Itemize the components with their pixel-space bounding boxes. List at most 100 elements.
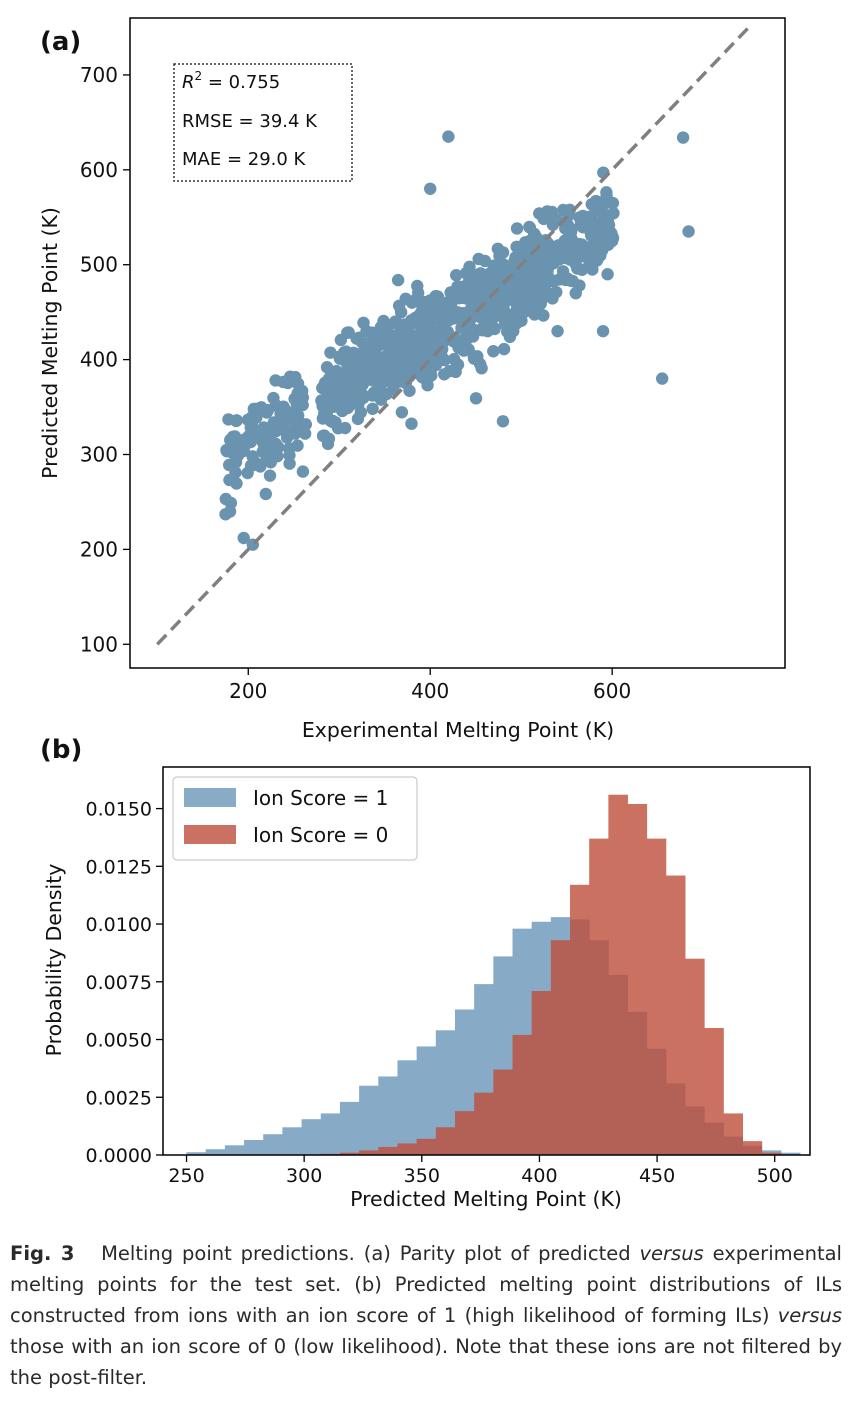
scatter-point [459,267,473,280]
histogram-bar [435,1030,456,1155]
scatter-point [552,239,565,252]
panel-a-ticks: 200 400 600 100 200 300 400 500 600 700 [80,63,631,703]
scatter-point [524,239,537,252]
figure: (a) 200 400 600 100 200 300 400 500 600 700 R2 = … [38,17,811,1211]
scatter-point [329,416,342,429]
scatter-point [255,401,268,414]
scatter-point [341,326,354,339]
scatter-point [354,359,368,372]
scatter-point [435,320,449,333]
y-tick-label: 0.0050 [86,1030,152,1052]
panel-b-histogram-bars [186,794,801,1155]
scatter-point [557,203,570,217]
y-tick-label: 100 [80,632,118,656]
scatter-point [259,487,272,501]
histogram-bar [244,1139,264,1155]
histogram-bar [550,940,571,1155]
scatter-point [356,378,369,392]
legend-label-ion-score-1: Ion Score = 1 [253,786,388,810]
scatter-point [419,307,432,320]
scatter-point [471,350,484,363]
caption-text-3: those with an ion score of 0 (low likeli… [10,1335,842,1389]
y-tick-label: 500 [80,253,118,277]
scatter-point [366,402,379,415]
y-tick-label: 400 [80,348,118,372]
scatter-point [370,374,384,388]
scatter-point [682,225,695,238]
scatter-point [367,386,381,399]
y-tick-label: 300 [80,442,118,466]
scatter-point [350,332,363,345]
scatter-point [395,406,409,419]
histogram-bar [263,1134,283,1155]
histogram-bar [416,1046,437,1155]
scatter-point [596,244,609,257]
scatter-point [514,305,528,319]
stats-mae: MAE = 29.0 K [182,149,307,170]
histogram-bar [205,1149,226,1155]
scatter-point [451,282,464,295]
histogram-bar [339,1101,360,1155]
caption-label: Fig. 3 [10,1242,75,1265]
scatter-point [246,450,259,463]
histogram-bar [378,1146,398,1155]
scatter-point [288,427,302,440]
scatter-point [320,361,334,374]
histogram-bar [512,1034,533,1155]
scatter-point [267,416,281,429]
scatter-point [487,345,500,358]
scatter-point [414,334,428,347]
scatter-point [605,234,619,248]
scatter-point [237,531,250,545]
scatter-point [487,321,501,335]
caption-versus-2: versus [777,1304,842,1327]
scatter-point [583,258,596,271]
scatter-point [556,265,570,278]
scatter-point [386,334,400,348]
series-ion-score-0 [320,794,782,1155]
scatter-point [589,202,603,215]
x-tick-label: 500 [757,1165,793,1187]
histogram-bar [282,1127,302,1155]
histogram-bar [589,838,609,1155]
scatter-point [475,362,488,375]
scatter-point [540,258,553,271]
scatter-point [377,314,390,328]
panel-b-xlabel: Predicted Melting Point (K) [350,1187,622,1211]
scatter-point [510,222,524,235]
scatter-point [287,375,300,388]
scatter-point [496,415,510,428]
scatter-point [244,435,257,449]
scatter-point [417,295,430,309]
scatter-point [438,310,452,323]
scatter-point [676,131,690,144]
scatter-point [394,306,408,319]
caption-text-1: Melting point predictions. (a) Parity pl… [101,1242,640,1265]
scatter-point [352,397,365,411]
histogram-bar [301,1119,322,1155]
histogram-bar [435,1127,456,1155]
scatter-point [512,294,525,308]
scatter-point [366,340,380,353]
scatter-point [278,424,291,437]
scatter-point [267,391,280,405]
scatter-point [263,469,277,482]
histogram-bar [359,1150,379,1155]
scatter-point [414,321,428,334]
histogram-bar [570,884,590,1155]
scatter-point [481,270,494,284]
scatter-point [450,268,463,282]
scatter-point [438,368,451,381]
scatter-point [451,358,465,371]
scatter-point [274,407,287,420]
scatter-point [360,324,373,338]
scatter-point [244,459,258,472]
figure-caption: Fig. 3 Melting point predictions. (a) Pa… [10,1238,842,1393]
scatter-point [296,391,310,404]
caption-versus-1: versus [639,1242,704,1265]
panel-b-frame [162,766,811,1156]
scatter-point [298,427,312,440]
scatter-point [499,259,512,272]
y-tick-label: 700 [80,63,118,87]
scatter-point [536,210,550,223]
